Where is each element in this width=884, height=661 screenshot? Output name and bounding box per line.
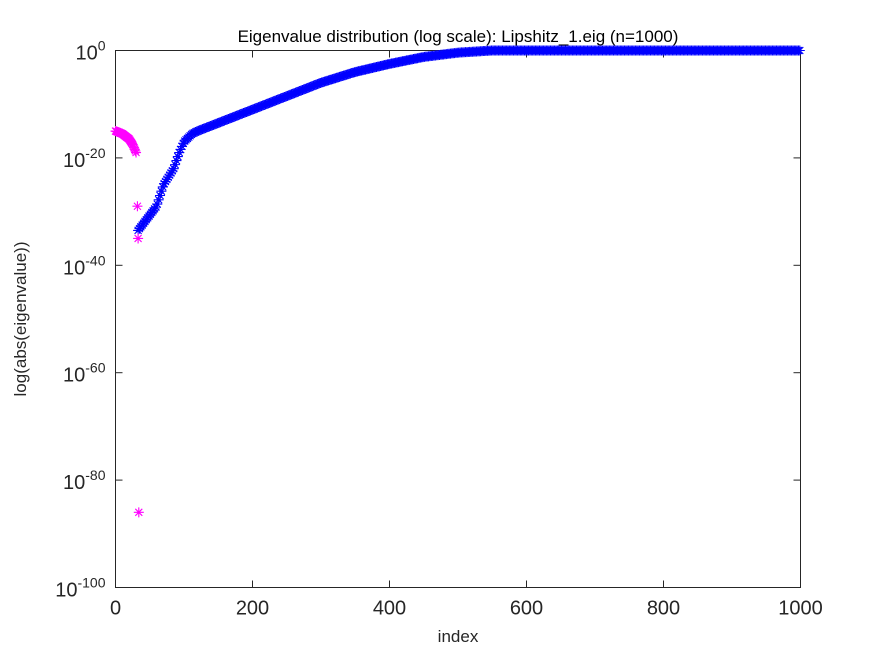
data-point bbox=[128, 142, 139, 153]
x-axis-label: index bbox=[438, 627, 479, 646]
data-point bbox=[127, 139, 138, 150]
data-point bbox=[159, 178, 170, 189]
data-point bbox=[132, 201, 143, 212]
data-point bbox=[178, 138, 189, 149]
axes-box bbox=[115, 50, 801, 588]
x-tick-label: 800 bbox=[647, 598, 680, 620]
data-point bbox=[161, 174, 172, 185]
data-point bbox=[130, 145, 141, 156]
data-point bbox=[128, 141, 139, 152]
x-tick-label: 200 bbox=[236, 598, 269, 620]
series-blue-markers bbox=[133, 45, 805, 236]
x-tick-label: 0 bbox=[110, 598, 121, 620]
y-tick-label: 10-80 bbox=[63, 467, 106, 494]
chart-title: Eigenvalue distribution (log scale): Lip… bbox=[238, 27, 679, 46]
data-point bbox=[160, 176, 171, 187]
x-tick-label: 400 bbox=[373, 598, 406, 620]
data-point bbox=[163, 172, 174, 183]
data-point bbox=[133, 507, 144, 518]
data-point bbox=[167, 165, 178, 176]
axis-ticks: 0 200 400 600 800 1000 100 10-20 10-40 10-60 10-80… bbox=[55, 38, 823, 620]
data-point bbox=[131, 147, 142, 158]
data-point bbox=[174, 147, 185, 158]
data-point bbox=[165, 167, 176, 178]
data-point bbox=[156, 186, 167, 197]
data-point bbox=[133, 233, 144, 244]
y-tick-label: 10-20 bbox=[63, 145, 106, 172]
data-point bbox=[171, 155, 182, 166]
y-tick-label: 10-100 bbox=[55, 575, 105, 602]
data-point bbox=[152, 199, 163, 210]
data-point bbox=[150, 202, 161, 213]
data-point bbox=[170, 159, 181, 170]
x-tick-label: 600 bbox=[510, 598, 543, 620]
y-tick-label: 100 bbox=[75, 38, 105, 65]
data-point bbox=[175, 144, 186, 155]
data-point bbox=[168, 163, 179, 174]
data-point bbox=[176, 141, 187, 152]
data-point bbox=[164, 170, 175, 181]
data-point bbox=[153, 194, 164, 205]
plot-area bbox=[115, 50, 801, 588]
data-point bbox=[155, 190, 166, 201]
data-point bbox=[794, 45, 805, 56]
y-tick-label: 10-60 bbox=[63, 360, 106, 387]
data-point bbox=[129, 144, 140, 155]
x-tick-label: 1000 bbox=[778, 598, 823, 620]
series-magenta-markers bbox=[110, 126, 144, 518]
data-point bbox=[157, 181, 168, 192]
data-point bbox=[172, 151, 183, 162]
y-axis-label: log(abs(eigenvalue)) bbox=[11, 242, 30, 397]
y-tick-label: 10-40 bbox=[63, 252, 106, 279]
